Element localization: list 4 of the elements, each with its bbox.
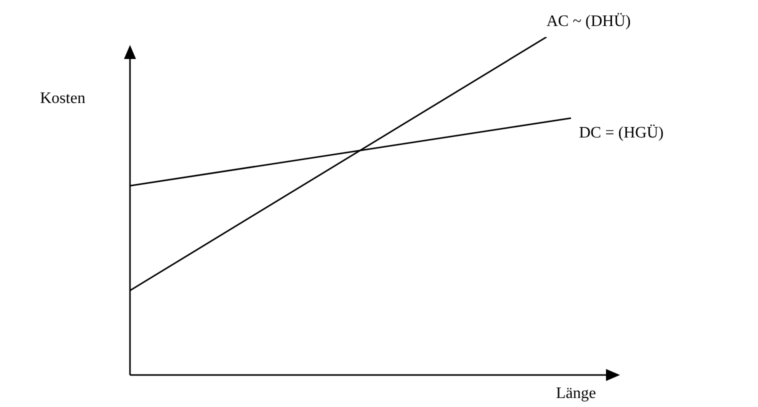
series-label: AC ~ (DHÜ) [546,13,631,30]
x-axis-title: Länge [556,385,596,403]
y-axis-title: Kosten [40,90,86,108]
series-label: DC = (HGÜ) [579,124,664,142]
